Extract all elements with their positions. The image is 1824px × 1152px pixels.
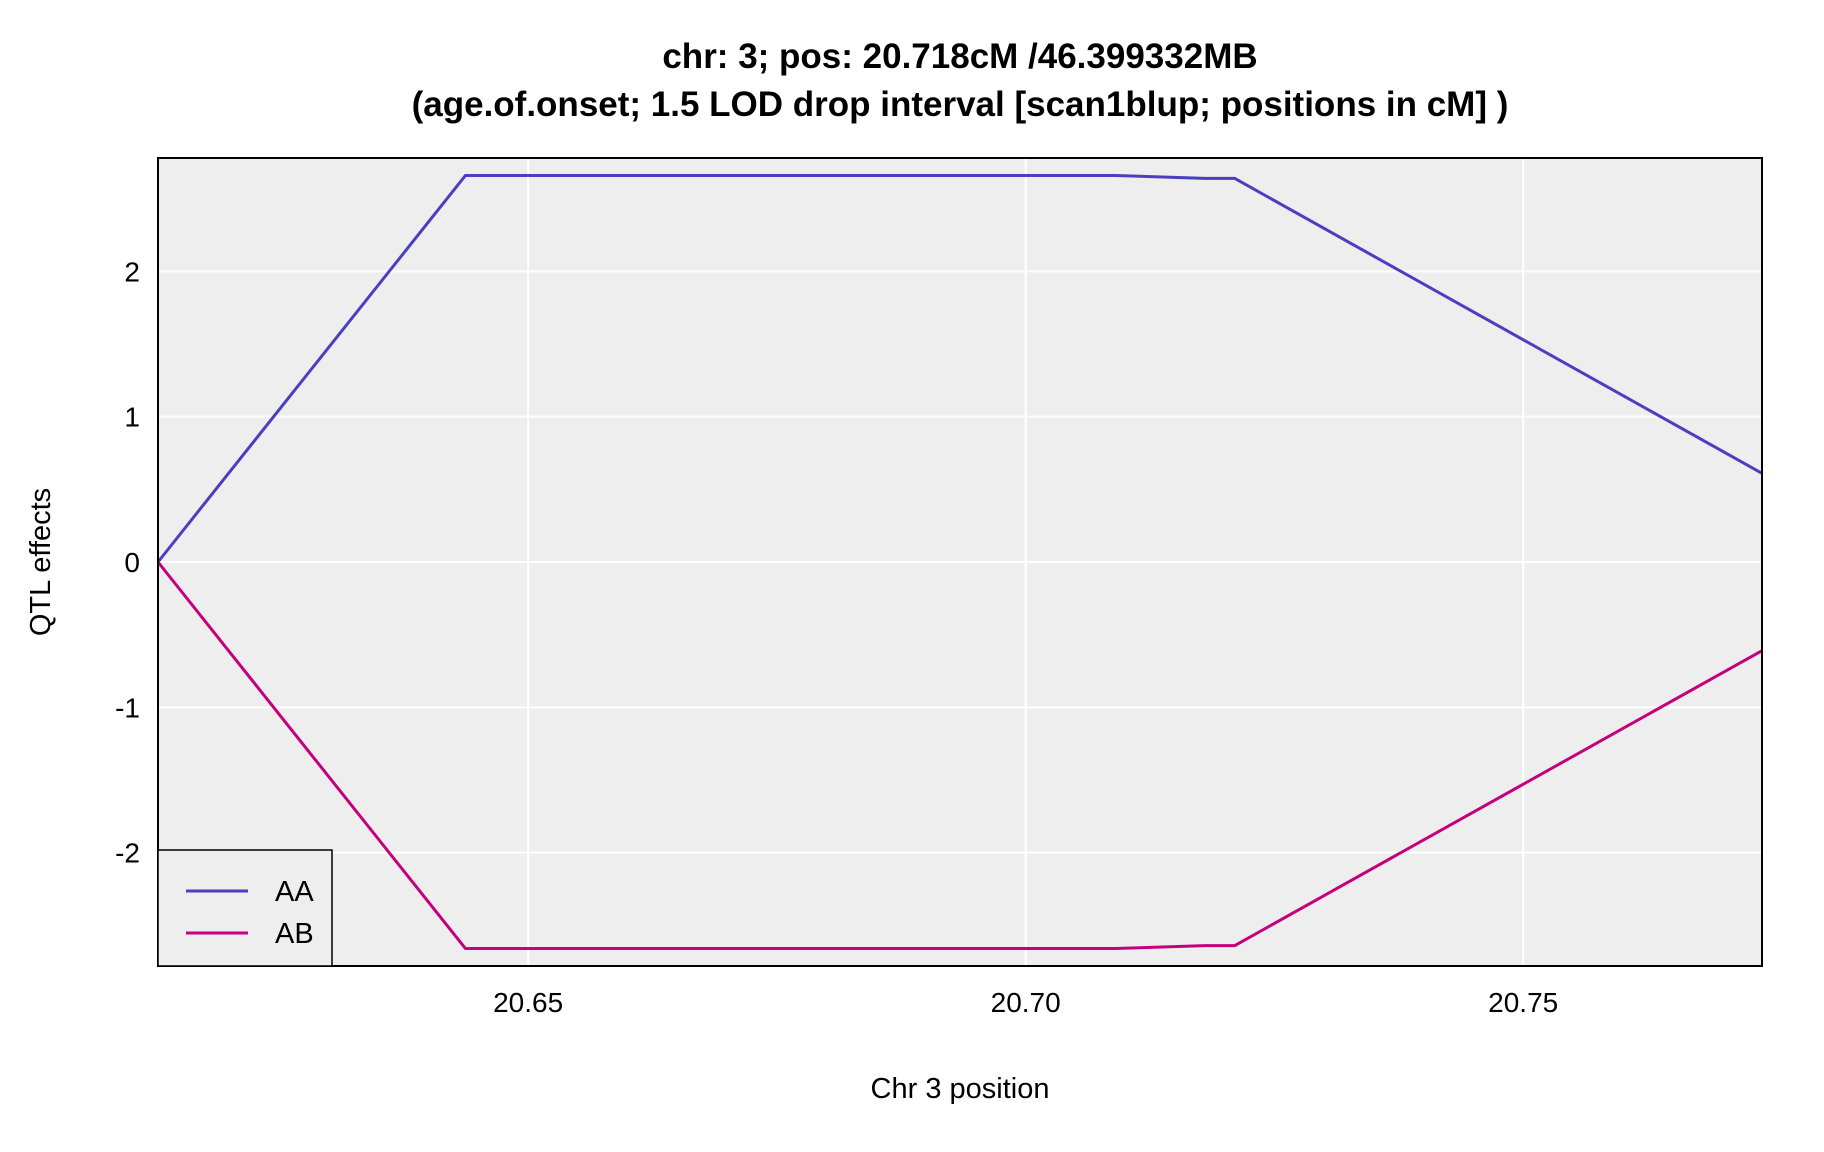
y-tick-label: 1 [124, 402, 140, 433]
legend-label-ab: AB [275, 918, 314, 950]
y-axis-ticks: 2 1 0 -1 -2 [115, 256, 140, 868]
x-tick-label: 20.70 [991, 987, 1061, 1018]
y-tick-label: -2 [115, 838, 140, 869]
series-lines [156, 173, 1763, 951]
y-tick-label: -1 [115, 692, 140, 723]
x-axis-label: Chr 3 position [871, 1073, 1050, 1105]
grid [158, 158, 1762, 966]
plot-frame [157, 157, 1763, 967]
series-line-aa [156, 173, 1763, 563]
legend-label-aa: AA [275, 876, 314, 908]
x-tick-label: 20.75 [1488, 987, 1558, 1018]
y-axis-label: QTL effects [25, 488, 57, 636]
chart-subtitle: (age.of.onset; 1.5 LOD drop interval [sc… [412, 85, 1509, 124]
x-tick-label: 20.65 [493, 987, 563, 1018]
y-tick-label: 2 [124, 256, 140, 287]
legend-box [157, 849, 333, 967]
legend: AA AB [157, 849, 333, 967]
series-line-ab [156, 561, 1763, 951]
x-axis-ticks: 20.65 20.70 20.75 [493, 987, 1558, 1018]
y-tick-label: 0 [124, 547, 140, 578]
chart-title: chr: 3; pos: 20.718cM /46.399332MB [662, 37, 1257, 76]
